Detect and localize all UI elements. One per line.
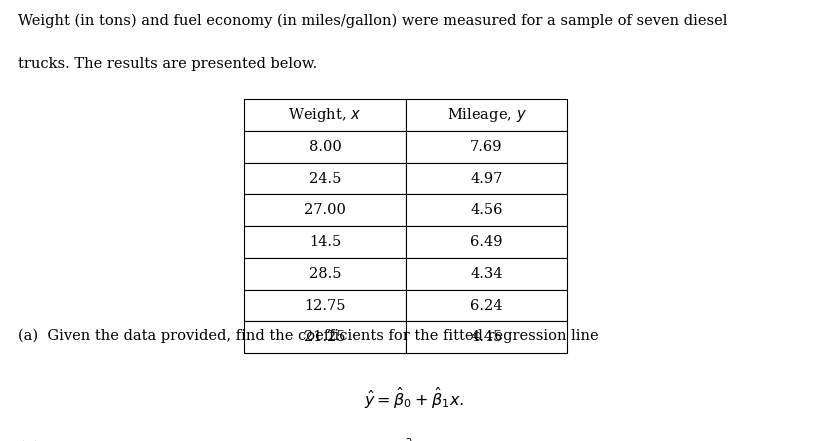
Text: Weight (in tons) and fuel economy (in miles/gallon) were measured for a sample o: Weight (in tons) and fuel economy (in mi… (18, 13, 727, 28)
Bar (244, 226, 405, 258)
Text: trucks. The results are presented below.: trucks. The results are presented below. (18, 57, 317, 71)
Bar (405, 194, 566, 226)
Text: Weight, $x$: Weight, $x$ (288, 106, 361, 124)
Bar (405, 131, 566, 163)
Text: Mileage, $y$: Mileage, $y$ (446, 106, 526, 124)
Bar (244, 163, 405, 194)
Text: 21.25: 21.25 (304, 330, 346, 344)
Text: (a)  Given the data provided, find the coefficients for the fitted regression li: (a) Given the data provided, find the co… (18, 329, 598, 343)
Text: 27.00: 27.00 (304, 203, 346, 217)
Text: 14.5: 14.5 (308, 235, 341, 249)
Text: 6.24: 6.24 (470, 299, 502, 313)
Text: 7.69: 7.69 (470, 140, 502, 154)
Bar (405, 258, 566, 290)
Bar (244, 258, 405, 290)
Bar (244, 131, 405, 163)
Text: 8.00: 8.00 (308, 140, 341, 154)
Text: (b)  Write down an estimate for the error variance $\sigma^2$.: (b) Write down an estimate for the error… (18, 437, 418, 441)
Text: 4.97: 4.97 (470, 172, 502, 186)
Bar (244, 194, 405, 226)
Text: 24.5: 24.5 (308, 172, 341, 186)
Text: 6.49: 6.49 (470, 235, 502, 249)
Text: 28.5: 28.5 (308, 267, 341, 281)
Text: 12.75: 12.75 (304, 299, 346, 313)
Bar (244, 321, 405, 353)
Bar (244, 99, 405, 131)
Text: 4.34: 4.34 (470, 267, 502, 281)
Bar (405, 99, 566, 131)
Text: 4.45: 4.45 (470, 330, 502, 344)
Bar (244, 290, 405, 321)
Bar (405, 321, 566, 353)
Bar (405, 226, 566, 258)
Text: $\hat{y} = \hat{\beta}_0 + \hat{\beta}_1 x.$: $\hat{y} = \hat{\beta}_0 + \hat{\beta}_1… (364, 386, 463, 411)
Bar (405, 163, 566, 194)
Bar (405, 290, 566, 321)
Text: 4.56: 4.56 (470, 203, 502, 217)
